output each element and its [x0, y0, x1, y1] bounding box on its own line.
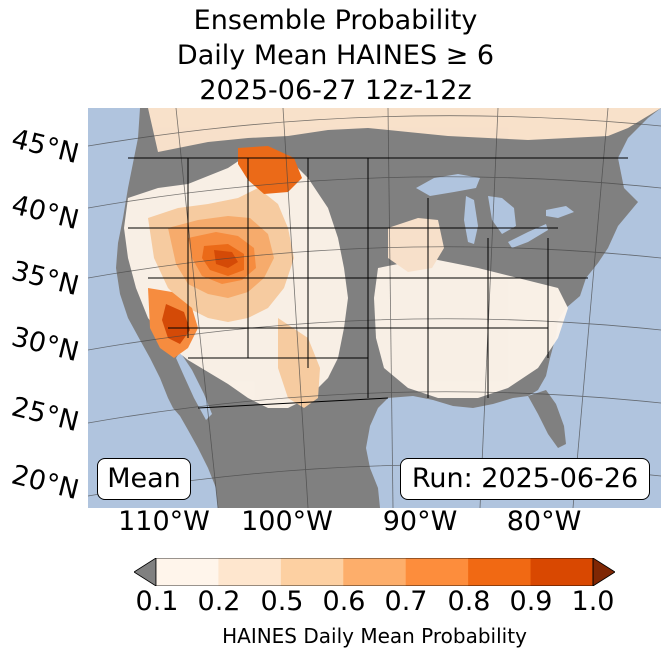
colorbar-label: HAINES Daily Mean Probability	[222, 624, 527, 648]
colorbar-segment-3	[343, 558, 407, 586]
baja-california	[160, 348, 200, 434]
run-date-box: Run: 2025-06-26	[400, 458, 650, 500]
colorbar-tick-4: 0.7	[384, 586, 428, 617]
lake-huron	[488, 196, 516, 234]
lake-michigan	[464, 196, 478, 244]
colorbar-tick-3: 0.6	[322, 586, 366, 617]
title-line-1: Ensemble Probability	[193, 5, 478, 36]
colorbar-tick-5: 0.8	[447, 586, 491, 617]
colorbar-segment-2	[280, 558, 344, 586]
florida	[528, 390, 566, 448]
colorbar-tick-0: 0.1	[135, 586, 179, 617]
colorbar-tick-1: 0.2	[197, 586, 241, 617]
colorbar-tick-7: 1.0	[571, 586, 615, 617]
lat-label-35: 35°N	[8, 255, 82, 303]
title-line-2: Daily Mean HAINES ≥ 6	[176, 40, 495, 71]
colorbar-segment-0	[156, 558, 219, 586]
colorbar-segments	[156, 558, 594, 586]
colorbar	[134, 558, 615, 586]
atlantic-ne	[618, 108, 661, 218]
lat-label-30: 30°N	[8, 321, 82, 369]
lon-label-90: 90°W	[382, 506, 458, 537]
probability-map	[88, 108, 661, 508]
colorbar-segment-5	[468, 558, 532, 586]
lat-label-45: 45°N	[8, 123, 82, 171]
gulf-of-california	[176, 352, 212, 420]
lake-ontario	[546, 206, 574, 218]
borders	[128, 157, 628, 409]
colorbar-segment-6	[530, 558, 594, 586]
mean-label-box: Mean	[97, 458, 191, 500]
lake-erie	[508, 224, 548, 248]
colorbar-tick-6: 0.9	[509, 586, 553, 617]
lon-label-110: 110°W	[118, 506, 210, 537]
title-line-3: 2025-06-27 12z-12z	[199, 75, 472, 106]
lat-label-20: 20°N	[8, 459, 82, 507]
lake-superior	[416, 174, 480, 196]
colorbar-tick-2: 0.5	[260, 586, 304, 617]
colorbar-segment-1	[218, 558, 282, 586]
colorbar-under-arrow	[134, 558, 157, 586]
lat-label-40: 40°N	[8, 189, 82, 237]
lon-label-80: 80°W	[506, 506, 582, 537]
lon-label-100: 100°W	[241, 506, 333, 537]
colorbar-over-arrow	[592, 558, 615, 586]
lat-label-25: 25°N	[8, 391, 82, 439]
colorbar-segment-4	[405, 558, 469, 586]
